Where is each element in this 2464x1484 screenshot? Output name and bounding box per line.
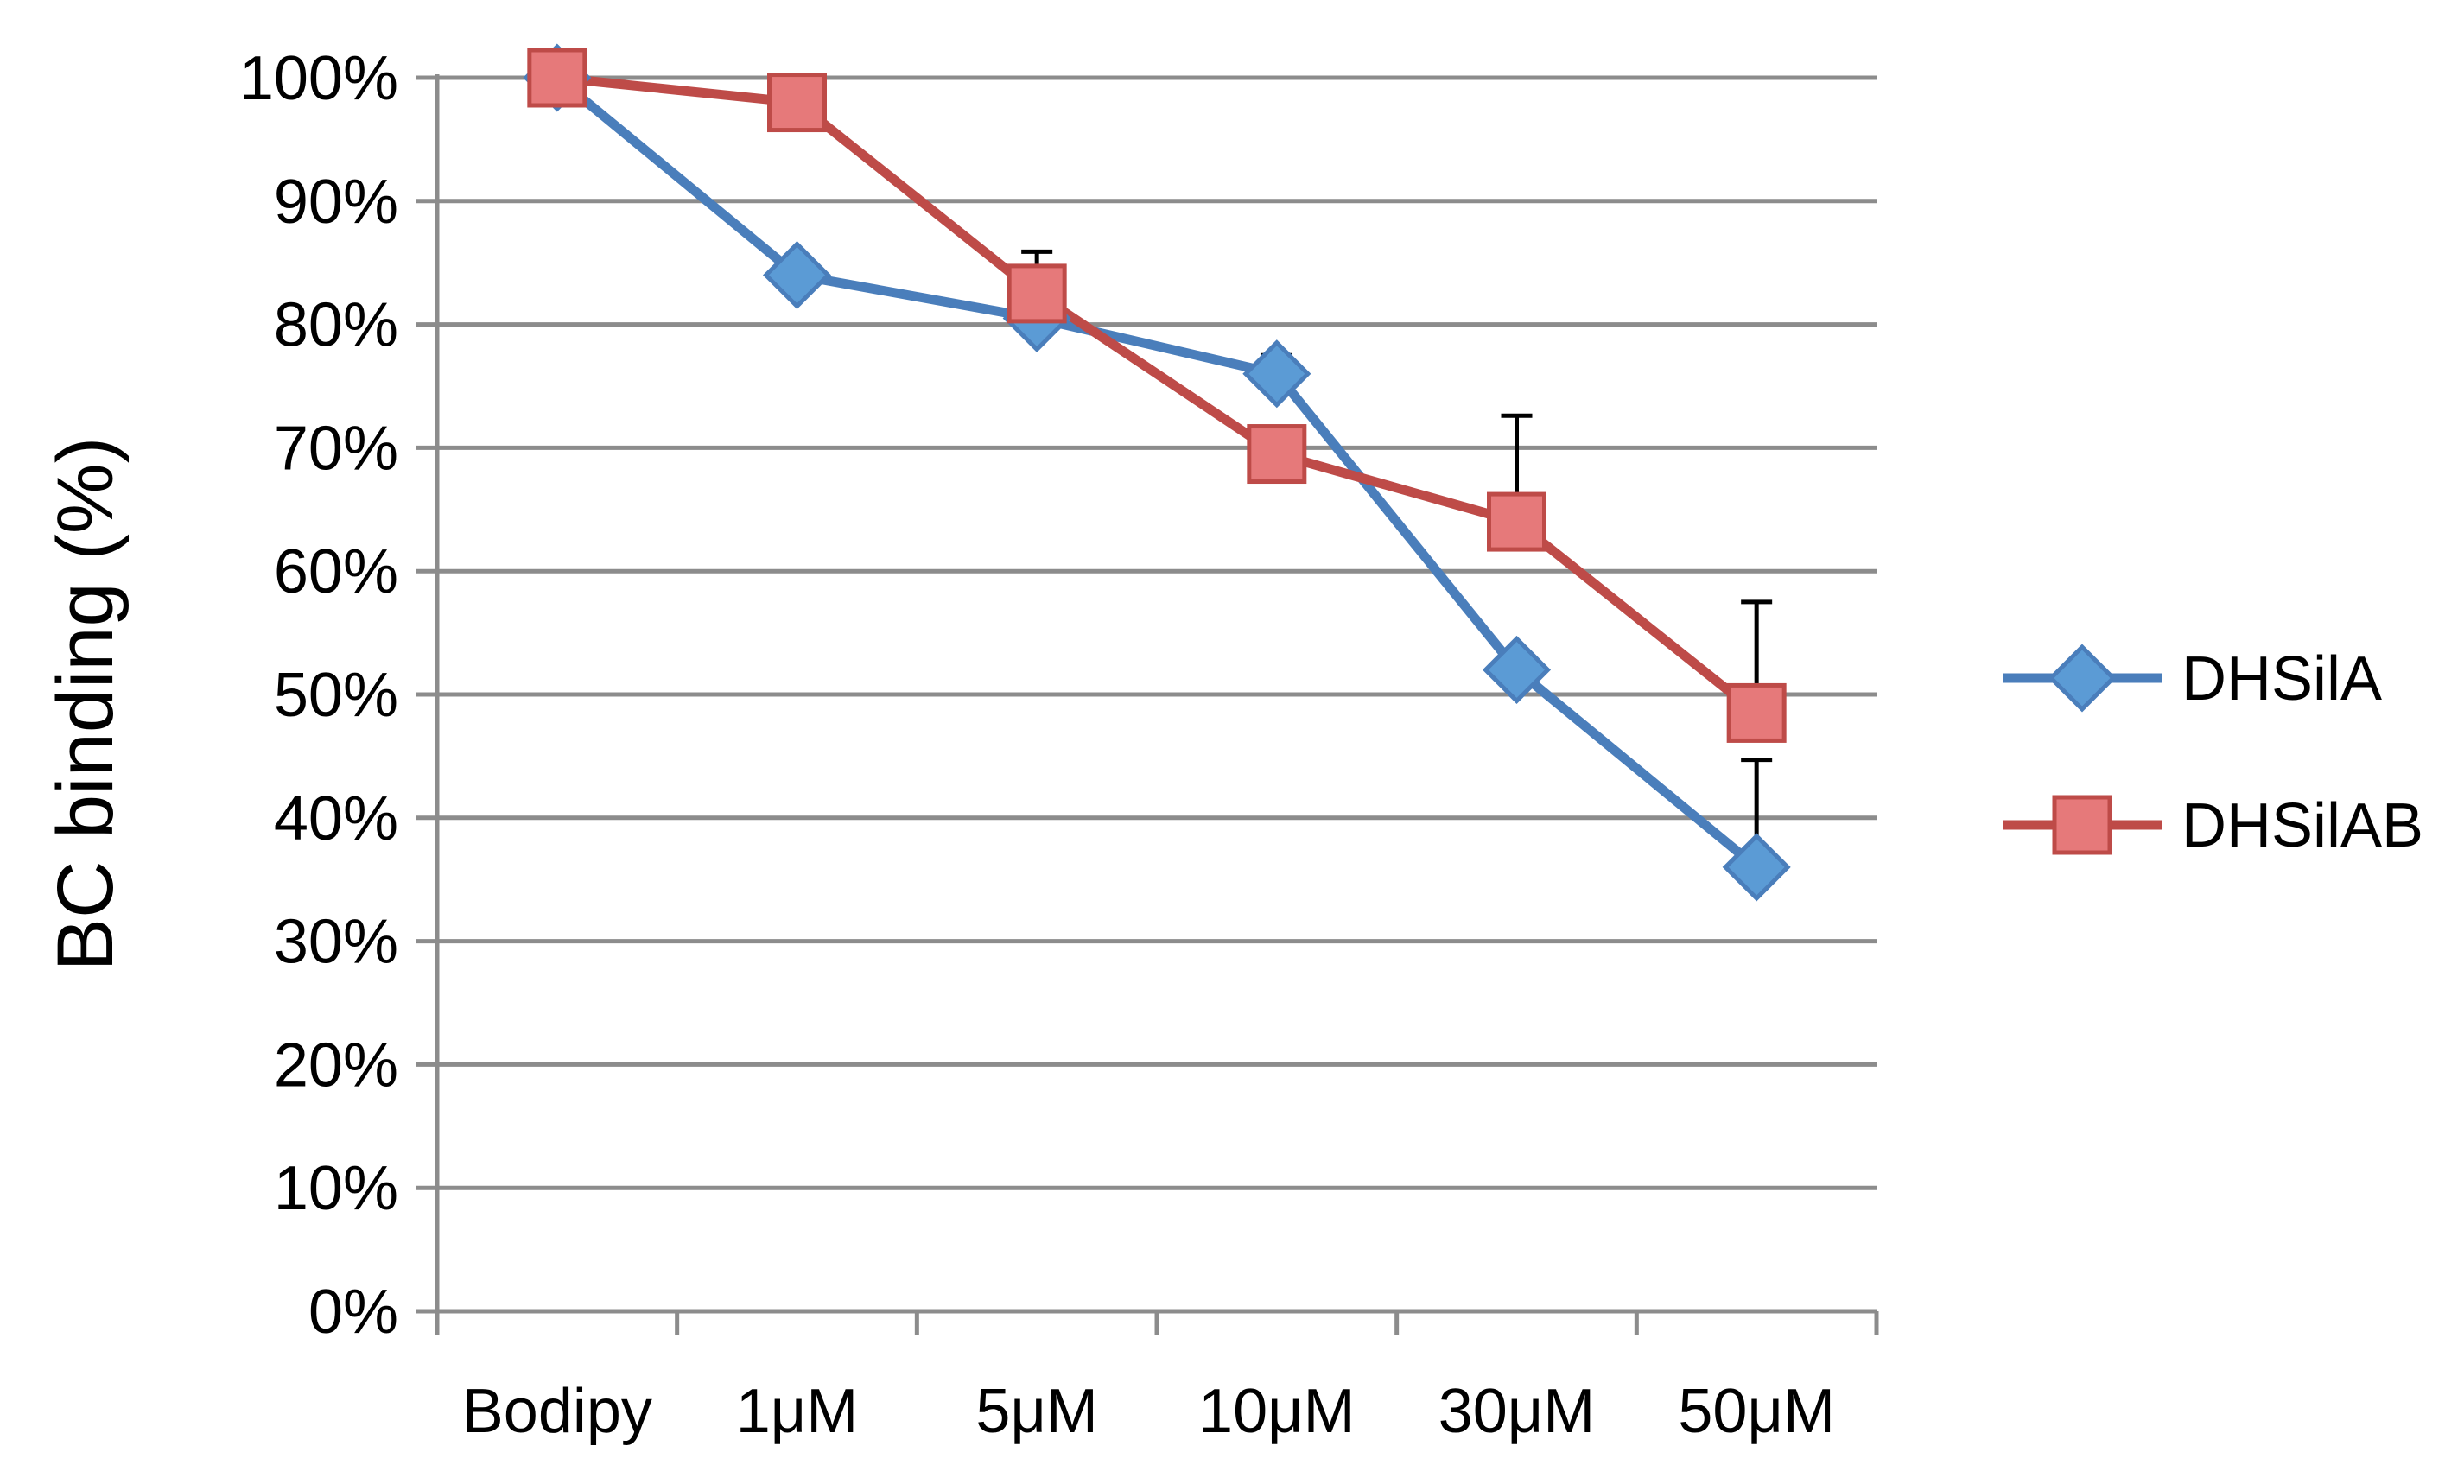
data-point-dhsila — [1722, 833, 1791, 902]
x-tick-label: 10μM — [1198, 1377, 1356, 1446]
series-line-dhsilab — [556, 73, 1760, 717]
legend-marker-dhsilab — [2052, 795, 2112, 855]
y-tick-label: 0% — [308, 1278, 398, 1347]
y-tick-label: 50% — [274, 661, 398, 730]
axes — [416, 74, 1879, 1335]
legend: DHSilA DHSilAB — [2003, 644, 2423, 860]
y-tick-label: 40% — [274, 784, 398, 853]
y-tick-label: 10% — [274, 1154, 398, 1223]
legend-marker-dhsila — [2048, 644, 2117, 713]
series-markers — [523, 43, 1791, 902]
data-point-dhsilab — [767, 73, 827, 133]
data-point-dhsila — [762, 240, 832, 310]
y-tick-label: 100% — [239, 44, 398, 113]
tick-labels: 0% 10% 20% 30% 40% 50% 60% 70% 80% 90% 100% Bodipy 1… — [239, 44, 1835, 1446]
x-tick-label: 1μM — [736, 1377, 859, 1446]
series-lines — [554, 73, 1760, 872]
data-point-dhsilab — [527, 48, 587, 108]
x-tick-label: 30μM — [1438, 1377, 1596, 1446]
data-point-dhsilab — [1487, 491, 1546, 552]
y-tick-label: 30% — [274, 908, 398, 977]
y-axis-title: BC binding (%) — [41, 437, 130, 972]
y-tick-label: 70% — [274, 414, 398, 483]
y-tick-label: 80% — [274, 291, 398, 360]
data-point-dhsila — [1482, 635, 1552, 704]
data-point-dhsilab — [1247, 424, 1307, 485]
x-tick-label: Bodipy — [462, 1377, 652, 1446]
data-point-dhsilab — [1007, 263, 1067, 324]
data-point-dhsila — [1242, 339, 1311, 409]
y-tick-label: 60% — [274, 537, 398, 606]
series-line-dhsila — [554, 73, 1760, 872]
legend-label: DHSilAB — [2181, 791, 2423, 860]
data-point-dhsilab — [1726, 682, 1787, 743]
x-tick-label: 5μM — [975, 1377, 1098, 1446]
gridlines — [437, 75, 1877, 1190]
legend-label: DHSilA — [2181, 644, 2382, 713]
y-tick-label: 90% — [274, 168, 398, 237]
y-tick-label: 20% — [274, 1031, 398, 1100]
x-tick-label: 50μM — [1678, 1377, 1835, 1446]
